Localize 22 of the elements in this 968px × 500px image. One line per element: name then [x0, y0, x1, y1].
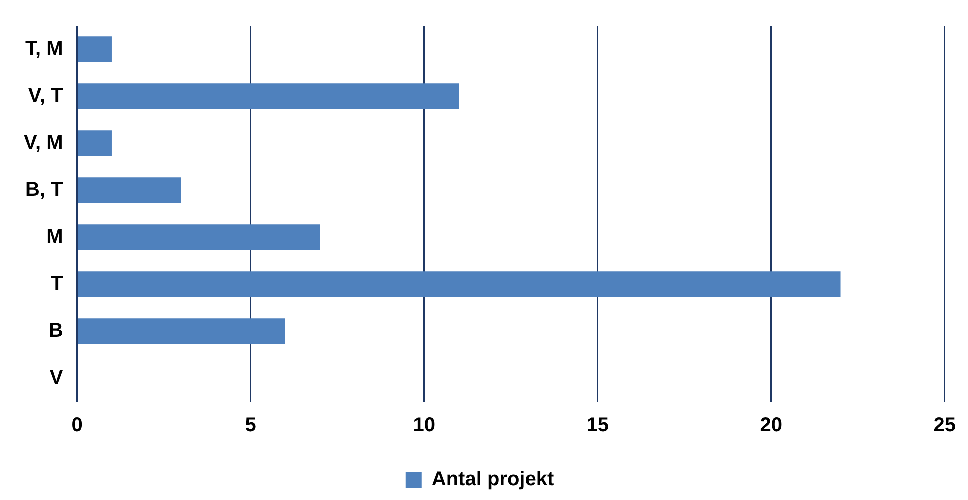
y-tick-label: M [46, 226, 64, 248]
y-tick-label: T [51, 273, 64, 296]
y-tick-label: B [48, 320, 64, 342]
bar [78, 272, 841, 298]
y-tick-label: T, M [25, 38, 64, 60]
y-tick-label: V, M [24, 132, 64, 154]
x-tick-label: 5 [245, 414, 256, 437]
y-tick-label: V [50, 367, 64, 390]
bar [78, 130, 112, 156]
y-tick-label: V, T [28, 85, 64, 108]
bar [78, 36, 112, 62]
x-tick-label: 25 [934, 414, 956, 437]
legend-label: Antal projekt [432, 468, 554, 491]
x-tick-label: 10 [413, 414, 436, 437]
x-tick-label: 20 [760, 414, 782, 437]
bar [78, 84, 460, 110]
x-tick-label: 15 [586, 414, 609, 437]
x-tick-label: 0 [72, 414, 83, 437]
bar [78, 318, 286, 344]
y-tick-label: B, T [25, 179, 64, 202]
bar [78, 224, 320, 250]
bar [78, 178, 182, 204]
